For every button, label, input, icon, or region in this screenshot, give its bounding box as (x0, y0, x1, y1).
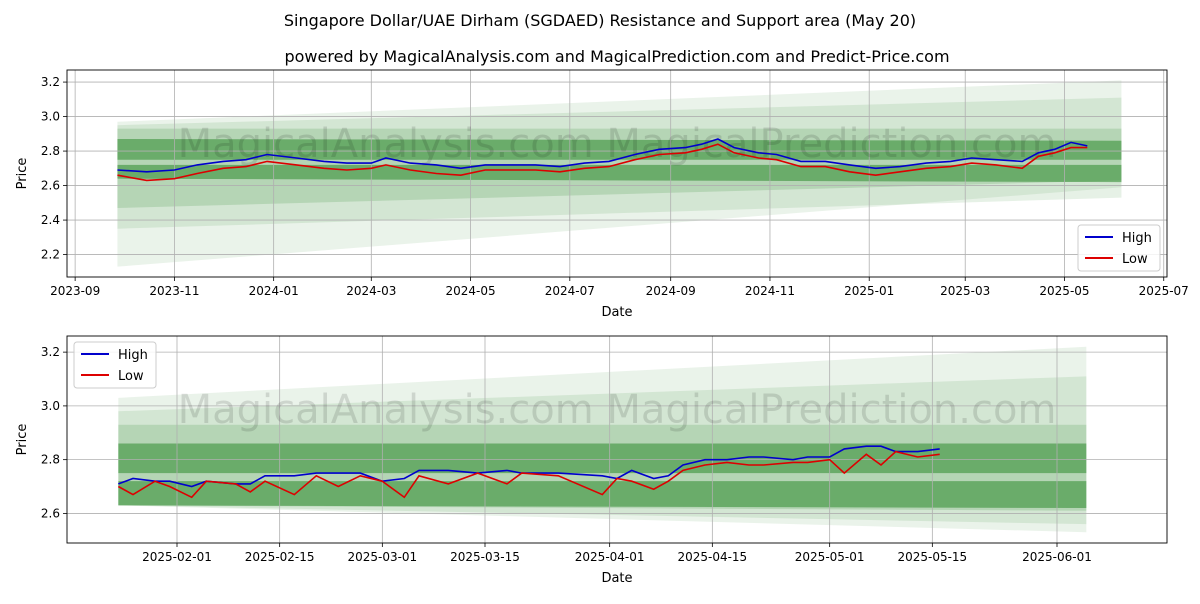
x-tick-label: 2025-01 (844, 284, 894, 298)
plot-area: MagicalAnalysis.com MagicalPrediction.co… (67, 336, 1167, 543)
x-tick-label: 2024-03 (346, 284, 396, 298)
y-tick-label: 2.6 (41, 506, 60, 520)
x-axis-label: Date (601, 571, 632, 586)
y-tick-label: 2.6 (41, 179, 60, 193)
x-tick-label: 2025-04-15 (677, 550, 747, 564)
chart-panel-2: MagicalAnalysis.com MagicalPrediction.co… (15, 335, 1168, 586)
x-tick-label: 2023-11 (149, 284, 199, 298)
x-tick-label: 2025-04-01 (575, 550, 645, 564)
y-axis-label: Price (15, 158, 30, 190)
x-tick-label: 2025-03 (940, 284, 990, 298)
y-tick-label: 3.2 (41, 75, 60, 89)
watermark: MagicalAnalysis.com MagicalPrediction.co… (178, 387, 1057, 433)
band-3 (117, 128, 1122, 208)
y-axis-label: Price (15, 424, 30, 456)
x-tick-label: 2024-11 (745, 284, 795, 298)
legend: High Low (73, 341, 157, 389)
x-tick-label: 2025-05-15 (897, 550, 967, 564)
band-5 (117, 80, 1122, 267)
x-tick-label: 2024-01 (249, 284, 299, 298)
x-tick-label: 2025-03-01 (347, 550, 417, 564)
x-tick-label: 2025-07 (1139, 284, 1189, 298)
band-3 (118, 424, 1087, 511)
x-tick-label: 2024-07 (545, 284, 595, 298)
series-high-line (117, 138, 1088, 173)
x-axis-label: Date (601, 305, 632, 320)
legend-label-high: High (1122, 231, 1152, 246)
band-5 (118, 346, 1087, 533)
band-1 (118, 443, 1087, 474)
band-4 (118, 376, 1087, 525)
y-tick-label: 2.2 (41, 248, 60, 262)
legend-label-low: Low (118, 369, 144, 384)
band-1 (117, 139, 1122, 160)
x-tick-label: 2023-09 (50, 284, 100, 298)
x-tick-label: 2025-05 (1039, 284, 1089, 298)
chart-title: Singapore Dollar/UAE Dirham (SGDAED) Res… (284, 11, 916, 30)
x-tick-label: 2025-02-01 (142, 550, 212, 564)
x-tick-label: 2025-03-15 (450, 550, 520, 564)
axes-frame (66, 335, 1168, 544)
y-tick-label: 3.0 (41, 110, 60, 124)
x-tick-label: 2025-05-01 (795, 550, 865, 564)
plot-area: MagicalAnalysis.com MagicalPrediction.co… (67, 70, 1167, 277)
x-tick-label: 2024-09 (646, 284, 696, 298)
axes-frame (66, 69, 1168, 278)
series-low-line (117, 450, 940, 499)
legend-label-high: High (118, 348, 148, 363)
legend-label-low: Low (1122, 252, 1148, 267)
series-low-line (117, 143, 1088, 182)
y-tick-label: 2.8 (41, 144, 60, 158)
chart-subtitle: powered by MagicalAnalysis.com and Magic… (284, 47, 949, 66)
y-tick-label: 3.0 (41, 399, 60, 413)
x-tick-label: 2025-06-01 (1022, 550, 1092, 564)
x-tick-label: 2025-02-15 (245, 550, 315, 564)
y-tick-label: 2.4 (41, 213, 60, 227)
y-tick-label: 2.8 (41, 453, 60, 467)
x-tick-label: 2024-05 (445, 284, 495, 298)
y-tick-label: 3.2 (41, 345, 60, 359)
series-high-line (118, 445, 940, 488)
chart-panel-1: MagicalAnalysis.com MagicalPrediction.co… (15, 69, 1189, 320)
legend: High Low (1077, 224, 1161, 272)
